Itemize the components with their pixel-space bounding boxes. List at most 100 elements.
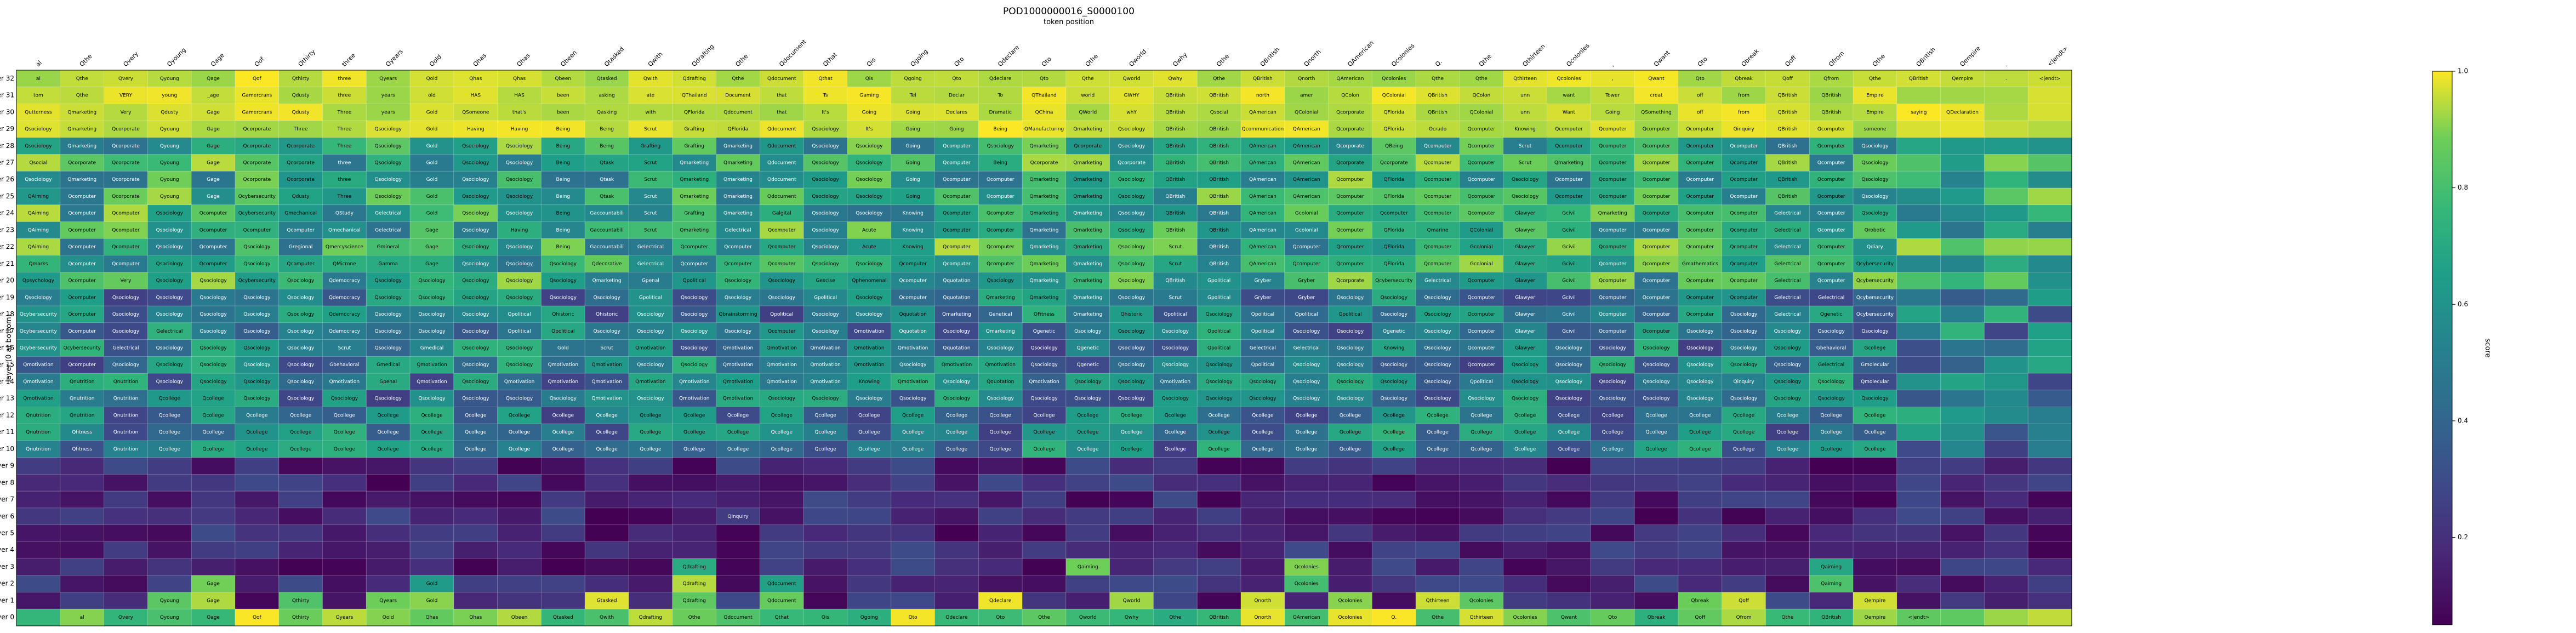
cell-label: Gelectrical: [1250, 346, 1276, 351]
heatmap-cell: [1678, 204, 1723, 223]
heatmap-cell: [1940, 356, 1985, 374]
cell-label: Three: [337, 127, 352, 132]
cell-label: Qthirteen: [1426, 598, 1450, 603]
heatmap-cell: [147, 457, 192, 475]
heatmap-cell: [1371, 356, 1416, 374]
heatmap-cell: [1547, 575, 1591, 593]
heatmap-cell: [628, 592, 673, 609]
heatmap-cell: [1809, 103, 1854, 121]
cell-label: Qcomputer: [1643, 127, 1671, 132]
heatmap-cell: [409, 407, 454, 424]
heatmap-cell: [759, 272, 804, 289]
cell-label: Qyoung: [160, 194, 179, 199]
heatmap-cell: [1809, 305, 1854, 323]
cell-label: Qsociology: [1030, 396, 1058, 402]
cell-label: Qsociology: [812, 312, 839, 317]
heatmap-cell: [1678, 541, 1723, 559]
cell-label: creat: [1650, 93, 1663, 99]
cell-label: Qcorporate: [1074, 144, 1102, 149]
heatmap-cell: [1896, 255, 1941, 273]
cell-label: Qsociology: [243, 379, 271, 385]
y-tick-label: layer 18: [0, 310, 14, 318]
cell-label: Qsociology: [1206, 362, 1233, 368]
y-axis-label: layer (0 at bottom): [5, 314, 13, 382]
heatmap-cell: [1984, 592, 2028, 609]
heatmap-cell: [16, 507, 61, 526]
heatmap-cell: [1459, 238, 1504, 256]
heatmap-cell: [1853, 608, 1897, 626]
cell-label: Qsociology: [681, 295, 708, 300]
heatmap-cell: [322, 221, 367, 239]
heatmap-cell: [2027, 87, 2072, 104]
heatmap-cell: [847, 373, 892, 391]
cell-label: Qmotivation: [723, 346, 753, 351]
heatmap-cell: [1984, 137, 2028, 155]
heatmap-cell: [409, 507, 454, 526]
cell-label: QBritish: [1209, 615, 1229, 620]
cell-label: Qsociology: [1206, 379, 1233, 385]
heatmap-cell: [147, 170, 192, 189]
heatmap-cell: [891, 491, 936, 509]
cell-label: Qtasked: [553, 615, 573, 620]
heatmap-cell: [1459, 457, 1504, 475]
heatmap-cell: [1678, 575, 1723, 593]
heatmap-cell: [1634, 507, 1679, 526]
heatmap-cell: [1065, 103, 1110, 121]
heatmap-cell: [1153, 524, 1198, 542]
heatmap-cell: [1809, 221, 1854, 239]
heatmap-cell: [1240, 407, 1285, 424]
heatmap-cell: [191, 592, 236, 609]
cell-label: Qcomputer: [1730, 194, 1758, 199]
x-tick-label: Qdocument: [778, 38, 808, 68]
cell-label: Qsociology: [1555, 396, 1583, 402]
heatmap-cell: [1371, 423, 1416, 441]
heatmap-cell: [497, 423, 542, 441]
heatmap-cell: [409, 70, 454, 88]
cell-label: Qcomputer: [1686, 211, 1714, 216]
cell-label: Qsociology: [1030, 362, 1058, 368]
heatmap-cell: [322, 170, 367, 189]
heatmap-cell: [322, 558, 367, 576]
heatmap-cell: [1022, 373, 1067, 391]
cell-label: Scrut: [1169, 261, 1182, 267]
heatmap-cell: [540, 137, 585, 155]
cell-label: Qsociology: [287, 329, 315, 334]
cell-label: Qcomputer: [1599, 227, 1627, 233]
cell-label: Qhas: [469, 615, 482, 620]
heatmap-cell: [2027, 373, 2072, 391]
cell-label: Qcomputer: [1686, 161, 1714, 166]
heatmap-cell: [1065, 592, 1110, 609]
heatmap-cell: [366, 491, 411, 509]
heatmap-cell: [1371, 137, 1416, 155]
cell-label: Qcomputer: [112, 244, 140, 250]
cell-label: Qmarketing: [986, 329, 1015, 334]
cell-label: Very: [120, 110, 132, 115]
cell-label: Gelectrical: [1818, 295, 1844, 300]
heatmap-cell: [278, 288, 323, 306]
heatmap-cell: [1590, 154, 1635, 172]
cell-label: Qsociology: [375, 194, 402, 199]
cell-label: Qmarketing: [1073, 161, 1102, 166]
heatmap-cell: [847, 474, 892, 492]
cell-label: Qsociology: [1118, 329, 1145, 334]
heatmap-cell: [540, 541, 585, 559]
heatmap-cell: [1196, 608, 1241, 626]
cell-label: Qoff: [1782, 76, 1793, 82]
heatmap-cell: [453, 238, 498, 256]
cell-label: Qthe: [1082, 76, 1094, 82]
cell-label: Qcomputer: [200, 211, 227, 216]
cell-label: off: [1697, 110, 1704, 115]
cell-label: Gcivil: [1562, 244, 1576, 250]
cell-label: Qsociology: [1774, 379, 1802, 385]
heatmap-cell: [1547, 507, 1591, 526]
heatmap-cell: [104, 204, 148, 223]
heatmap-cell: [1547, 524, 1591, 542]
heatmap-cell: [1284, 154, 1329, 172]
heatmap-cell: [366, 541, 411, 559]
heatmap-cell: [147, 541, 192, 559]
heatmap-cell: [1284, 204, 1329, 223]
cell-label: Qmotivation: [1029, 379, 1059, 385]
cell-label: Qquotation: [943, 346, 970, 351]
heatmap-cell: [191, 137, 236, 155]
heatmap-cell: [2027, 120, 2072, 138]
